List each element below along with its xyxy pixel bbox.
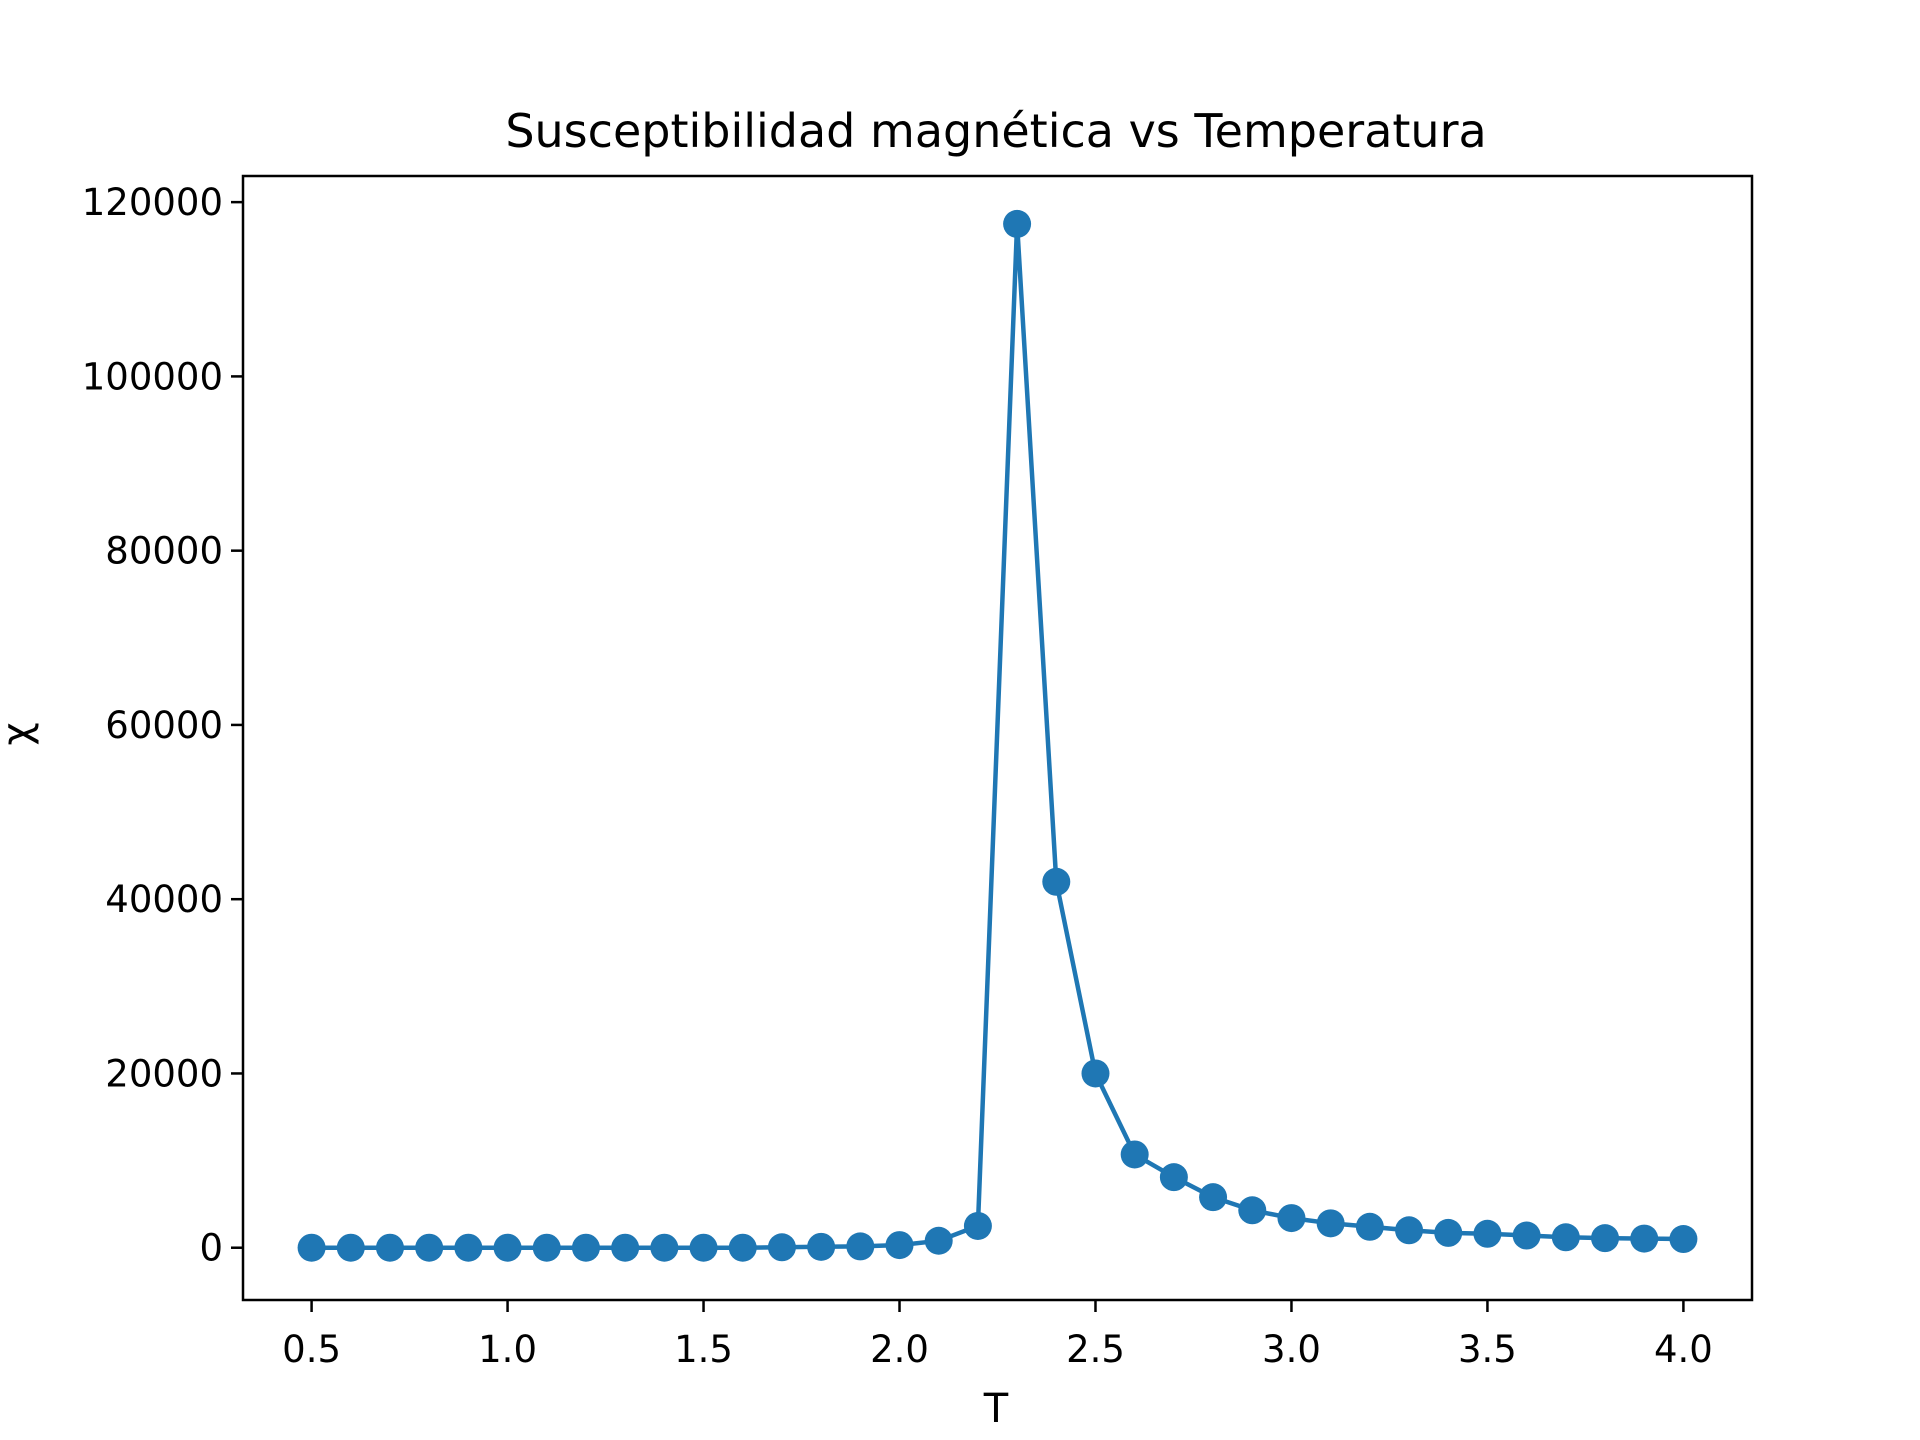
data-point (728, 1233, 757, 1262)
x-tick-label: 2.5 (1066, 1328, 1125, 1371)
data-point (415, 1233, 444, 1262)
data-point (1003, 209, 1032, 238)
data-point (1630, 1224, 1659, 1253)
data-point (336, 1233, 365, 1262)
x-tick-label: 4.0 (1654, 1328, 1713, 1371)
y-tick-label: 0 (199, 1227, 223, 1270)
y-tick-label: 20000 (105, 1052, 223, 1095)
data-point (807, 1232, 836, 1261)
data-point (375, 1233, 404, 1262)
data-point (1434, 1218, 1463, 1247)
data-point (1591, 1224, 1620, 1253)
series-layer (297, 209, 1698, 1262)
data-point (1238, 1196, 1267, 1225)
data-point (1277, 1204, 1306, 1233)
data-point (1159, 1163, 1188, 1192)
data-point (297, 1233, 326, 1262)
plot-frame (241, 174, 1754, 1302)
y-tick-label: 40000 (105, 878, 223, 921)
data-point (532, 1233, 561, 1262)
x-tick-label: 3.0 (1262, 1328, 1321, 1371)
x-tick-label: 1.5 (674, 1328, 733, 1371)
data-point (611, 1233, 640, 1262)
data-point (454, 1233, 483, 1262)
data-point (1120, 1140, 1149, 1169)
data-point (571, 1233, 600, 1262)
x-tick-label: 2.0 (870, 1328, 929, 1371)
y-tick-label: 120000 (82, 181, 223, 224)
data-point (1512, 1221, 1541, 1250)
x-axis-label: T (983, 1386, 1009, 1432)
data-point (1551, 1223, 1580, 1252)
y-tick-label: 60000 (105, 704, 223, 747)
data-point (1473, 1219, 1502, 1248)
data-point (650, 1233, 679, 1262)
data-point (846, 1232, 875, 1261)
y-tick-label: 100000 (82, 355, 223, 398)
data-point (767, 1233, 796, 1262)
data-point (1316, 1209, 1345, 1238)
data-point (924, 1226, 953, 1255)
chart-title: Susceptibilidad magnética vs Temperatura (505, 104, 1486, 158)
y-axis-label: χ (0, 722, 40, 745)
x-axis: 0.5 1.0 1.5 2.0 2.5 3.0 3.5 4.0 (282, 1300, 1713, 1371)
data-point (885, 1231, 914, 1260)
data-point (1081, 1059, 1110, 1088)
x-tick-label: 1.0 (478, 1328, 537, 1371)
x-tick-label: 3.5 (1458, 1328, 1517, 1371)
data-point (1199, 1183, 1228, 1212)
data-point (1669, 1225, 1698, 1254)
y-tick-label: 80000 (105, 530, 223, 573)
data-point (963, 1211, 992, 1240)
y-axis: 0 20000 40000 60000 80000 100000 120000 (82, 181, 243, 1270)
data-point (1042, 867, 1071, 896)
data-point (1395, 1216, 1424, 1245)
data-point (689, 1233, 718, 1262)
data-point (1355, 1212, 1384, 1241)
data-point (493, 1233, 522, 1262)
x-tick-label: 0.5 (282, 1328, 341, 1371)
